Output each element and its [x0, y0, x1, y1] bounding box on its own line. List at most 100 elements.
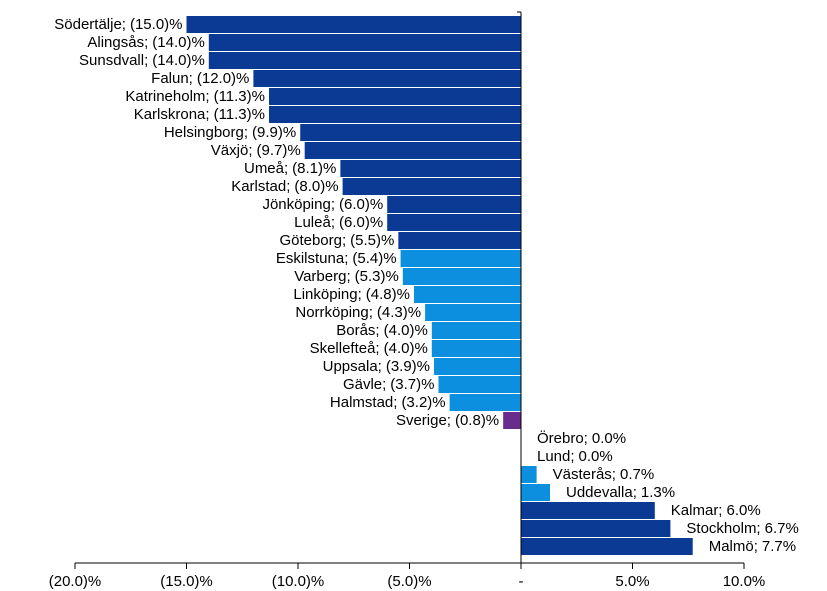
category-name: Borås;	[336, 322, 379, 339]
bar	[402, 268, 521, 285]
category-name: Uddevalla;	[566, 484, 637, 501]
bar	[438, 376, 521, 393]
category-name: Umeå;	[244, 160, 288, 177]
bar	[208, 52, 522, 69]
bar	[521, 502, 655, 519]
bar-label: Örebro; 0.0%	[537, 429, 626, 447]
value-label: 0.0%	[579, 448, 613, 465]
bar-label: Västerås; 0.7%	[553, 466, 655, 483]
value-label: (11.3)%	[214, 88, 265, 105]
value-label: (14.0)%	[152, 34, 205, 51]
category-name: Katrineholm;	[125, 88, 209, 105]
value-label: (3.7)%	[390, 376, 434, 393]
category-name: Linköping;	[293, 286, 361, 303]
category-name: Göteborg;	[279, 232, 346, 249]
bar-label: Luleå; (6.0)%	[294, 214, 383, 231]
bar-label: Skellefteå; (4.0)%	[310, 340, 428, 357]
bar-label: Södertälje; (15.0)%	[54, 16, 182, 33]
bar	[342, 178, 521, 195]
x-tick-label: (5.0)%	[387, 573, 431, 590]
x-tick-label: (20.0)%	[49, 573, 102, 590]
bar	[340, 160, 521, 177]
bar-label: Helsingborg; (9.9)%	[164, 124, 296, 141]
value-label: (5.4)%	[352, 250, 396, 267]
value-label: 6.7%	[765, 520, 799, 537]
value-label: (3.9)%	[386, 358, 430, 375]
bar-label: Umeå; (8.1)%	[244, 160, 336, 177]
bar-label: Borås; (4.0)%	[336, 322, 428, 339]
bar	[521, 466, 537, 483]
value-label: (6.0)%	[339, 214, 383, 231]
value-label: 6.0%	[726, 502, 760, 519]
bar-label: Kalmar; 6.0%	[671, 502, 761, 519]
bar	[431, 322, 521, 339]
value-label: (3.2)%	[401, 394, 445, 411]
bar	[521, 484, 550, 501]
category-name: Alingsås;	[87, 34, 148, 51]
bar	[398, 232, 521, 249]
value-label: (4.8)%	[366, 286, 410, 303]
bar	[253, 70, 521, 87]
x-tick-label: (10.0)%	[272, 573, 325, 590]
bar	[269, 106, 521, 123]
bar	[413, 286, 521, 303]
bar-label: Lund; 0.0%	[537, 448, 613, 465]
bar-label: Halmstad; (3.2)%	[330, 394, 446, 411]
bar	[503, 412, 521, 429]
bar-label: Falun; (12.0)%	[151, 70, 249, 87]
bar	[449, 394, 521, 411]
category-name: Jönköping;	[262, 196, 335, 213]
bar-label: Alingsås; (14.0)%	[87, 34, 204, 51]
bar-label: Linköping; (4.8)%	[293, 286, 410, 303]
category-name: Sunsdvall;	[79, 52, 148, 69]
bar	[269, 88, 521, 105]
value-label: (12.0)%	[197, 70, 250, 87]
category-name: Eskilstuna;	[276, 250, 349, 267]
category-name: Kalmar;	[671, 502, 723, 519]
value-label: (11.3)%	[214, 106, 265, 123]
bar	[186, 16, 521, 33]
bar-label: Varberg; (5.3)%	[294, 268, 399, 285]
bar-label: Växjö; (9.7)%	[211, 142, 301, 159]
bar	[387, 214, 521, 231]
bar-label: Sverige; (0.8)%	[396, 412, 499, 429]
category-name: Växjö;	[211, 142, 253, 159]
bar-label: Uddevalla; 1.3%	[566, 484, 675, 501]
value-label: (5.5)%	[350, 232, 394, 249]
category-name: Falun;	[151, 70, 193, 87]
bar-label: Uppsala; (3.9)%	[323, 358, 430, 375]
value-label: (9.7)%	[257, 142, 301, 159]
category-name: Karlskrona;	[134, 106, 210, 123]
bar	[300, 124, 521, 141]
value-label: 7.7%	[762, 538, 796, 555]
category-name: Örebro;	[537, 429, 588, 447]
bar-label: Karlskrona; (11.3)%	[134, 106, 265, 123]
x-tick-label: -	[519, 573, 524, 590]
value-label: (4.0)%	[384, 340, 428, 357]
bar	[425, 304, 521, 321]
x-tick-label: (15.0)%	[160, 573, 213, 590]
value-label: 0.0%	[592, 430, 626, 447]
bar	[304, 142, 521, 159]
category-name: Gävle;	[343, 376, 386, 393]
category-name: Sverige;	[396, 412, 451, 429]
value-label: (15.0)%	[130, 16, 183, 33]
bar-label: Katrineholm; (11.3)%	[125, 88, 265, 105]
value-label: (9.9)%	[252, 124, 296, 141]
category-name: Karlstad;	[231, 178, 290, 195]
value-label: (4.3)%	[377, 304, 421, 321]
bar	[521, 538, 693, 555]
x-tick-label: 5.0%	[615, 573, 649, 590]
category-name: Varberg;	[294, 268, 350, 285]
x-tick-label: 10.0%	[723, 573, 766, 590]
bar-label: Sunsdvall; (14.0)%	[79, 52, 205, 69]
value-label: (5.3)%	[355, 268, 399, 285]
bar-label: Malmö; 7.7%	[709, 538, 796, 555]
category-name: Stockholm;	[686, 520, 760, 537]
bar-label: Göteborg; (5.5)%	[279, 232, 394, 249]
value-label: 1.3%	[641, 484, 675, 501]
value-label: (8.0)%	[294, 178, 338, 195]
bar	[431, 340, 521, 357]
bar-label: Eskilstuna; (5.4)%	[276, 250, 397, 267]
